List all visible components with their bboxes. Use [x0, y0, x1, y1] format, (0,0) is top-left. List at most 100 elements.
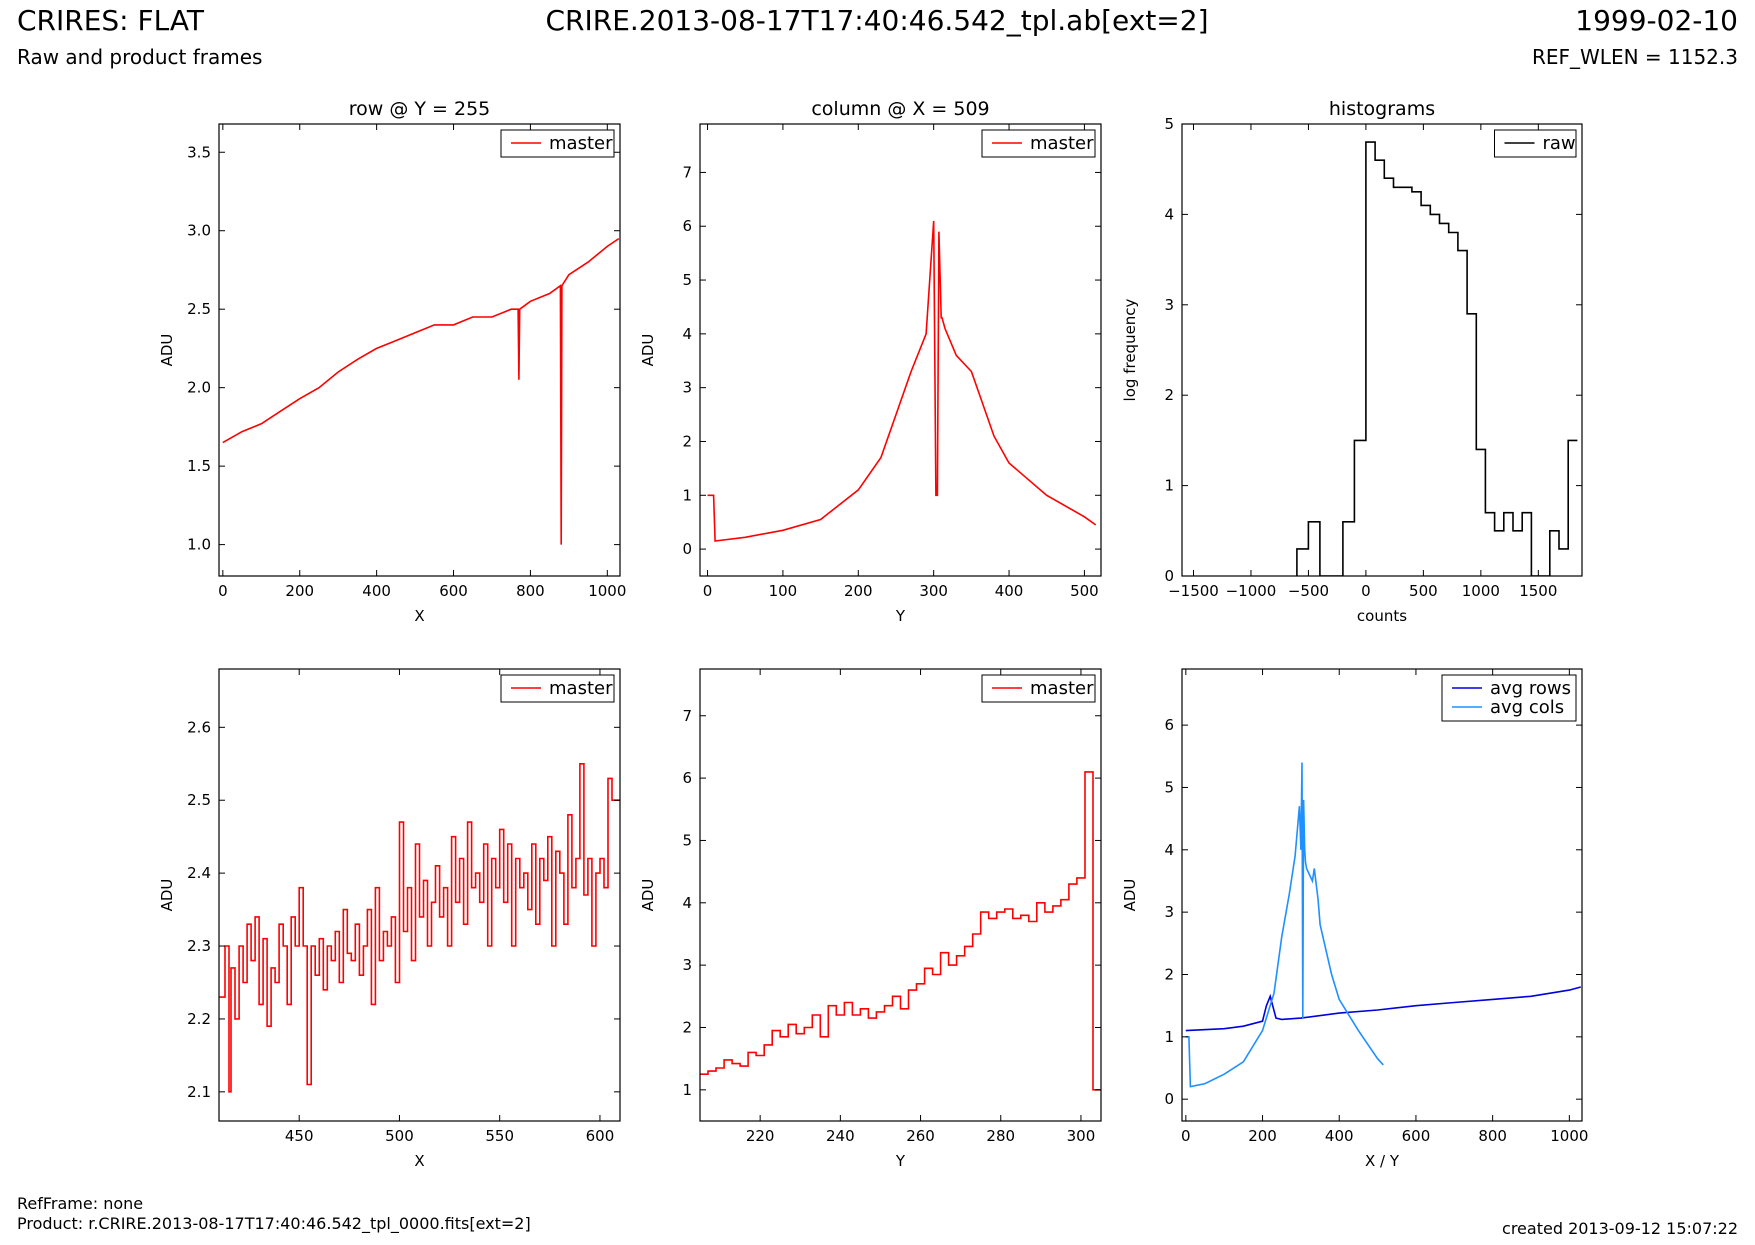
y-tick-label: 1 — [1164, 1028, 1174, 1046]
series-line-avg-cols — [1185, 762, 1384, 1088]
legend: master — [500, 674, 615, 703]
y-tick-label: 5 — [1164, 115, 1174, 133]
y-tick-label: 2 — [682, 432, 692, 450]
y-tick-label: 6 — [682, 769, 692, 787]
y-tick-label: 7 — [682, 707, 692, 725]
x-tick-label: 500 — [385, 1127, 414, 1145]
x-axis-label: Y — [895, 1152, 906, 1170]
y-tick-label: 4 — [1164, 205, 1174, 223]
plot-area — [222, 237, 620, 545]
y-tick-label: 3 — [682, 379, 692, 397]
y-tick-label: 6 — [1164, 716, 1174, 734]
chart-title: row @ Y = 255 — [349, 98, 491, 120]
y-axis-label: ADU — [158, 334, 176, 367]
chart-col-full: 0 100 200 300 400 500 0 1 2 3 4 5 6 7 column @ X = 509… — [639, 98, 1102, 625]
y-tick-label: 2.4 — [187, 864, 211, 882]
file-name: CRIRE.2013-08-17T17:40:46.542_tpl.ab[ext… — [545, 4, 1209, 37]
x-tick-label: −500 — [1288, 582, 1329, 600]
y-axis-label: ADU — [639, 879, 657, 912]
y-tick-label: 1.5 — [187, 457, 211, 475]
legend: raw — [1494, 129, 1577, 158]
axes-frame — [1181, 123, 1583, 577]
x-tick-label: −1500 — [1168, 582, 1219, 600]
plot-area — [700, 771, 1101, 1091]
y-tick-label: 2 — [1164, 386, 1174, 404]
x-tick-label: 500 — [1070, 582, 1099, 600]
x-tick-label: 100 — [769, 582, 798, 600]
x-tick-label: 240 — [826, 1127, 855, 1145]
axes-frame — [1181, 668, 1583, 1122]
y-tick-label: 6 — [682, 217, 692, 235]
y-tick-label: 2.0 — [187, 379, 211, 397]
chart-avg: 0 200 400 600 800 1000 0 1 2 3 4 5 6 X / Y ADU avg rows… — [1121, 668, 1588, 1170]
x-tick-label: 1000 — [588, 582, 626, 600]
chart-row-full: 0 200 400 600 800 1000 1.0 1.5 2.0 2.5 3.0 3.5 row @… — [158, 98, 626, 625]
legend: master — [500, 129, 615, 158]
y-tick-label: 3 — [1164, 296, 1174, 314]
y-tick-label: 2.2 — [187, 1010, 211, 1028]
y-tick-label: 5 — [682, 271, 692, 289]
x-tick-label: 450 — [285, 1127, 314, 1145]
plot-area — [707, 220, 1097, 542]
x-tick-label: 1000 — [1462, 582, 1500, 600]
y-tick-label: 2.5 — [187, 300, 211, 318]
x-axis-label: X / Y — [1365, 1152, 1400, 1170]
chart-row-zoom: 450 500 550 600 2.1 2.2 2.3 2.4 2.5 2.6 X ADU master — [158, 668, 621, 1170]
legend-label: master — [549, 678, 613, 699]
y-tick-label: 5 — [1164, 778, 1174, 796]
x-tick-label: 400 — [995, 582, 1024, 600]
plot-area — [219, 763, 620, 1093]
created-label: created 2013-09-12 15:07:22 — [1502, 1219, 1738, 1238]
chart-title: histograms — [1329, 98, 1435, 120]
x-axis-label: Y — [895, 607, 906, 625]
axes-frame — [218, 668, 621, 1122]
y-tick-label: 2.3 — [187, 937, 211, 955]
legend-label: master — [1030, 133, 1094, 154]
plot-area — [1296, 141, 1578, 576]
axes-frame — [699, 123, 1102, 577]
y-axis-label: ADU — [1121, 879, 1139, 912]
y-tick-label: 3 — [682, 956, 692, 974]
series-line-raw — [1296, 141, 1578, 576]
x-tick-label: 300 — [919, 582, 948, 600]
y-tick-label: 3.0 — [187, 222, 211, 240]
x-tick-label: 1000 — [1550, 1127, 1588, 1145]
y-axis-label: ADU — [639, 334, 657, 367]
x-tick-label: 200 — [1248, 1127, 1277, 1145]
legend-label: raw — [1543, 133, 1576, 154]
y-tick-label: 0 — [682, 540, 692, 558]
y-tick-label: 4 — [682, 325, 692, 343]
legend-box — [1494, 129, 1577, 158]
y-tick-label: 4 — [1164, 841, 1174, 859]
x-tick-label: 0 — [1361, 582, 1371, 600]
y-tick-label: 0 — [1164, 567, 1174, 585]
legend: master — [981, 129, 1096, 158]
x-axis-label: counts — [1357, 607, 1407, 625]
y-tick-label: 4 — [682, 894, 692, 912]
chart-col-zoom: 220 240 260 280 300 1 2 3 4 5 6 7 Y ADU master — [639, 668, 1102, 1170]
x-tick-label: 600 — [439, 582, 468, 600]
x-tick-label: 200 — [285, 582, 314, 600]
y-tick-label: 2.6 — [187, 718, 211, 736]
legend-label: master — [1030, 678, 1094, 699]
legend-label: master — [549, 133, 613, 154]
observation-date: 1999-02-10 — [1575, 4, 1738, 37]
x-tick-label: 0 — [218, 582, 228, 600]
x-tick-label: 400 — [362, 582, 391, 600]
legend: master — [981, 674, 1096, 703]
y-tick-label: 7 — [682, 163, 692, 181]
legend-box — [1441, 674, 1577, 722]
axes-frame — [218, 123, 621, 577]
series-line-master — [700, 771, 1101, 1091]
x-tick-label: 220 — [746, 1127, 775, 1145]
x-tick-label: 300 — [1067, 1127, 1096, 1145]
series-line-master — [707, 220, 1097, 542]
series-line-master — [219, 763, 620, 1093]
refframe-label: RefFrame: none — [17, 1194, 144, 1213]
x-tick-label: 0 — [1181, 1127, 1191, 1145]
y-tick-label: 1 — [682, 486, 692, 504]
y-tick-label: 3.5 — [187, 143, 211, 161]
y-tick-label: 2 — [1164, 965, 1174, 983]
